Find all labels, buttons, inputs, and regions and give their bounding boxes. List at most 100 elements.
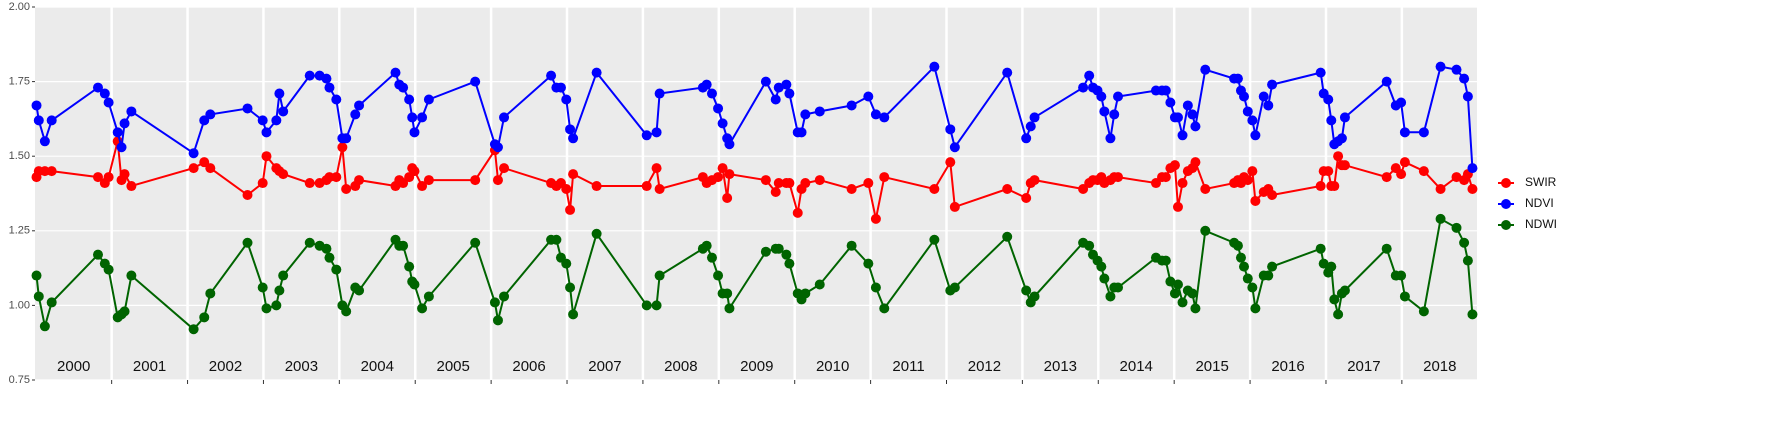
point (846, 184, 857, 195)
point (1462, 91, 1473, 102)
point (261, 303, 272, 314)
panel (35, 7, 1477, 380)
point (1250, 130, 1261, 141)
point (242, 103, 253, 114)
point (242, 189, 253, 200)
year-label: 2000 (57, 358, 90, 375)
year-label: 2002 (209, 358, 242, 375)
point (126, 181, 137, 192)
point (354, 285, 365, 296)
year-label: 2010 (816, 358, 849, 375)
point (423, 291, 434, 302)
point (1113, 172, 1124, 183)
point (800, 109, 811, 120)
y-tick-label: 1.00 (9, 299, 30, 311)
point (1165, 97, 1176, 108)
point (1160, 255, 1171, 266)
point (1239, 261, 1250, 272)
point (188, 148, 199, 159)
point (863, 91, 874, 102)
point (784, 258, 795, 269)
point (1232, 240, 1243, 251)
point (1381, 172, 1392, 183)
point (1096, 91, 1107, 102)
point (1339, 285, 1350, 296)
point (713, 270, 724, 281)
point (417, 181, 428, 192)
year-label: 2012 (968, 358, 1001, 375)
point (1169, 288, 1180, 299)
point (1190, 157, 1201, 168)
point (398, 82, 409, 93)
point (409, 279, 420, 290)
point (1467, 163, 1478, 174)
point (499, 163, 510, 174)
point (257, 178, 268, 189)
point (760, 76, 771, 87)
point (814, 279, 825, 290)
point (354, 175, 365, 186)
point (404, 261, 415, 272)
point (304, 70, 315, 81)
point (489, 297, 500, 308)
point (1200, 225, 1211, 236)
point (870, 213, 881, 224)
point (341, 184, 352, 195)
y-tick-label: 0.75 (9, 374, 30, 386)
point (1435, 61, 1446, 72)
point (1029, 175, 1040, 186)
year-label: 2007 (588, 358, 621, 375)
point (271, 300, 282, 311)
point (546, 70, 557, 81)
point (417, 112, 428, 123)
point (409, 166, 420, 177)
legend-key (1501, 220, 1511, 230)
point (1250, 303, 1261, 314)
point (1336, 133, 1347, 144)
point (949, 282, 960, 293)
point (568, 133, 579, 144)
point (1451, 172, 1462, 183)
year-label: 2004 (361, 358, 394, 375)
point (103, 172, 114, 183)
point (92, 249, 103, 260)
point (1459, 237, 1470, 248)
point (641, 300, 652, 311)
point (1418, 127, 1429, 138)
point (1182, 100, 1193, 111)
point (271, 115, 282, 126)
year-label: 2016 (1271, 358, 1304, 375)
point (188, 163, 199, 174)
point (1187, 109, 1198, 120)
point (409, 127, 420, 138)
point (324, 172, 335, 183)
point (341, 133, 352, 144)
point (492, 315, 503, 326)
point (1318, 258, 1329, 269)
point (1029, 291, 1040, 302)
point (1333, 309, 1344, 320)
point (568, 309, 579, 320)
point (949, 201, 960, 212)
year-label: 2013 (1044, 358, 1077, 375)
point (651, 127, 662, 138)
point (304, 178, 315, 189)
point (398, 240, 409, 251)
y-tick-label: 1.25 (9, 225, 30, 237)
point (1099, 273, 1110, 284)
point (1160, 172, 1171, 183)
point (1459, 73, 1470, 84)
point (561, 184, 572, 195)
point (1315, 67, 1326, 78)
point (1021, 285, 1032, 296)
point (551, 234, 562, 245)
point (1323, 94, 1334, 105)
point (423, 175, 434, 186)
point (1263, 270, 1274, 281)
point (31, 100, 42, 111)
point (274, 88, 285, 99)
point (654, 88, 665, 99)
point (1242, 175, 1253, 186)
point (565, 124, 576, 135)
point (561, 94, 572, 105)
